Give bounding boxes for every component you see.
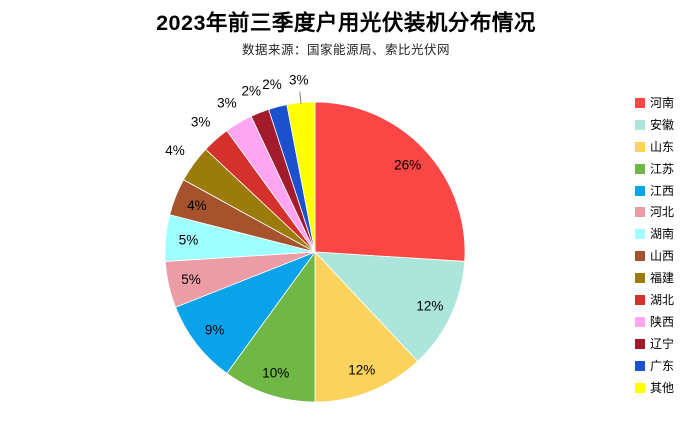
legend-label: 广东	[650, 358, 675, 373]
legend-label: 福建	[650, 271, 675, 286]
legend-item-2: 山东	[635, 136, 674, 158]
legend-item-7: 山西	[635, 245, 674, 267]
legend-item-1: 安徽	[635, 114, 674, 136]
legend-color-swatch	[635, 294, 645, 305]
pie-slice-4	[175, 251, 316, 374]
legend-label: 湖南	[650, 227, 675, 242]
pie-slice-0	[314, 101, 466, 262]
pie-percent-label: 2%	[262, 77, 282, 92]
pie-percent-label: 2%	[242, 84, 262, 99]
legend-color-swatch	[635, 229, 645, 240]
legend-item-11: 辽宁	[635, 333, 674, 355]
pie-percent-label: 26%	[394, 158, 421, 173]
pie-percent-label: 5%	[181, 272, 201, 287]
legend-color-swatch	[635, 382, 645, 393]
legend-label: 湖北	[650, 292, 675, 307]
legend-item-4: 江西	[635, 180, 674, 202]
legend-color-swatch	[635, 185, 645, 196]
pie-percent-label: 12%	[416, 299, 443, 314]
pie-percent-label: 4%	[187, 198, 207, 213]
pie-percent-label: 3%	[191, 115, 211, 130]
legend-item-13: 其他	[635, 377, 674, 399]
pie-slice-3	[226, 251, 316, 403]
pie-percent-label: 3%	[217, 96, 237, 111]
pie-percent-label: 10%	[262, 365, 289, 380]
legend-color-swatch	[635, 207, 645, 218]
legend-color-swatch	[635, 251, 645, 262]
legend-color-swatch	[635, 163, 645, 174]
pie-slice-2	[314, 251, 419, 403]
legend-label: 河南	[650, 95, 675, 110]
legend-item-5: 河北	[635, 201, 674, 223]
legend-label: 河北	[650, 205, 675, 220]
legend-color-swatch	[635, 316, 645, 327]
legend-label: 辽宁	[650, 336, 675, 351]
legend-item-12: 广东	[635, 355, 674, 377]
legend-color-swatch	[635, 273, 645, 284]
legend-item-6: 湖南	[635, 223, 674, 245]
legend-label: 江西	[650, 183, 675, 198]
pie-percent-label: 4%	[165, 143, 185, 158]
pie-percent-label: 3%	[289, 72, 309, 87]
leader-line	[299, 91, 302, 104]
pie-slice-1	[314, 251, 466, 362]
legend-color-swatch	[635, 97, 645, 108]
legend-label: 安徽	[650, 117, 675, 132]
legend-label: 山西	[650, 249, 675, 264]
legend-label: 陕西	[650, 314, 675, 329]
legend-color-swatch	[635, 360, 645, 371]
pie-percent-label: 9%	[205, 322, 225, 337]
legend-label: 江苏	[650, 161, 675, 176]
legend-color-swatch	[635, 141, 645, 152]
legend-item-8: 福建	[635, 267, 674, 289]
pie-percent-label: 12%	[348, 363, 375, 378]
pie-percent-label: 5%	[179, 233, 199, 248]
legend-item-3: 江苏	[635, 158, 674, 180]
legend-item-0: 河南	[635, 92, 674, 114]
legend-color-swatch	[635, 338, 645, 349]
legend-label: 其他	[650, 380, 675, 395]
legend-item-9: 湖北	[635, 289, 674, 311]
legend-color-swatch	[635, 119, 645, 130]
legend-label: 山东	[650, 139, 675, 154]
legend-item-10: 陕西	[635, 311, 674, 333]
legend: 河南安徽山东江苏江西河北湖南山西福建湖北陕西辽宁广东其他	[635, 92, 674, 398]
